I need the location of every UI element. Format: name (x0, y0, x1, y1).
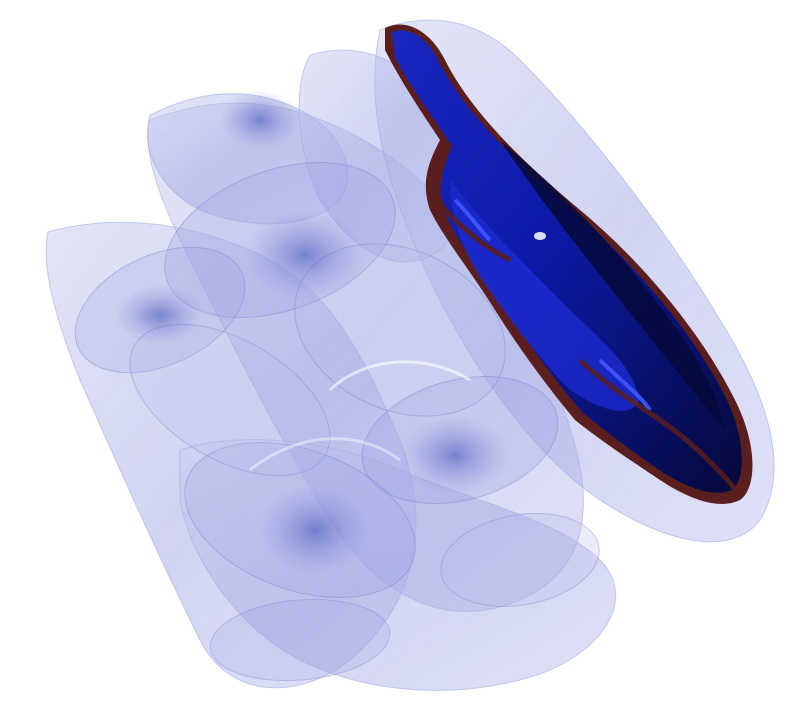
highlight-arc-1 (328, 360, 471, 392)
lobe-8 (209, 598, 391, 682)
opaque-surface (385, 24, 753, 504)
surface-rim-highlight-2 (453, 198, 492, 242)
surface-shadow-ridge (500, 140, 725, 430)
surface-inner-face (450, 180, 640, 411)
inner-contour-2 (578, 358, 742, 497)
junction-node-3 (400, 415, 510, 495)
inner-contour (432, 158, 512, 263)
junction-node-2 (245, 210, 365, 300)
surface-body (392, 30, 742, 493)
surface-rim-highlight (598, 358, 652, 412)
junction-node-5 (220, 90, 300, 150)
highlight-arc-2 (249, 437, 401, 472)
lobe-7 (440, 513, 600, 607)
lobe-6 (129, 323, 331, 477)
specular-highlight (534, 232, 546, 240)
junction-node-4 (260, 485, 370, 575)
junction-node-1 (115, 285, 205, 345)
